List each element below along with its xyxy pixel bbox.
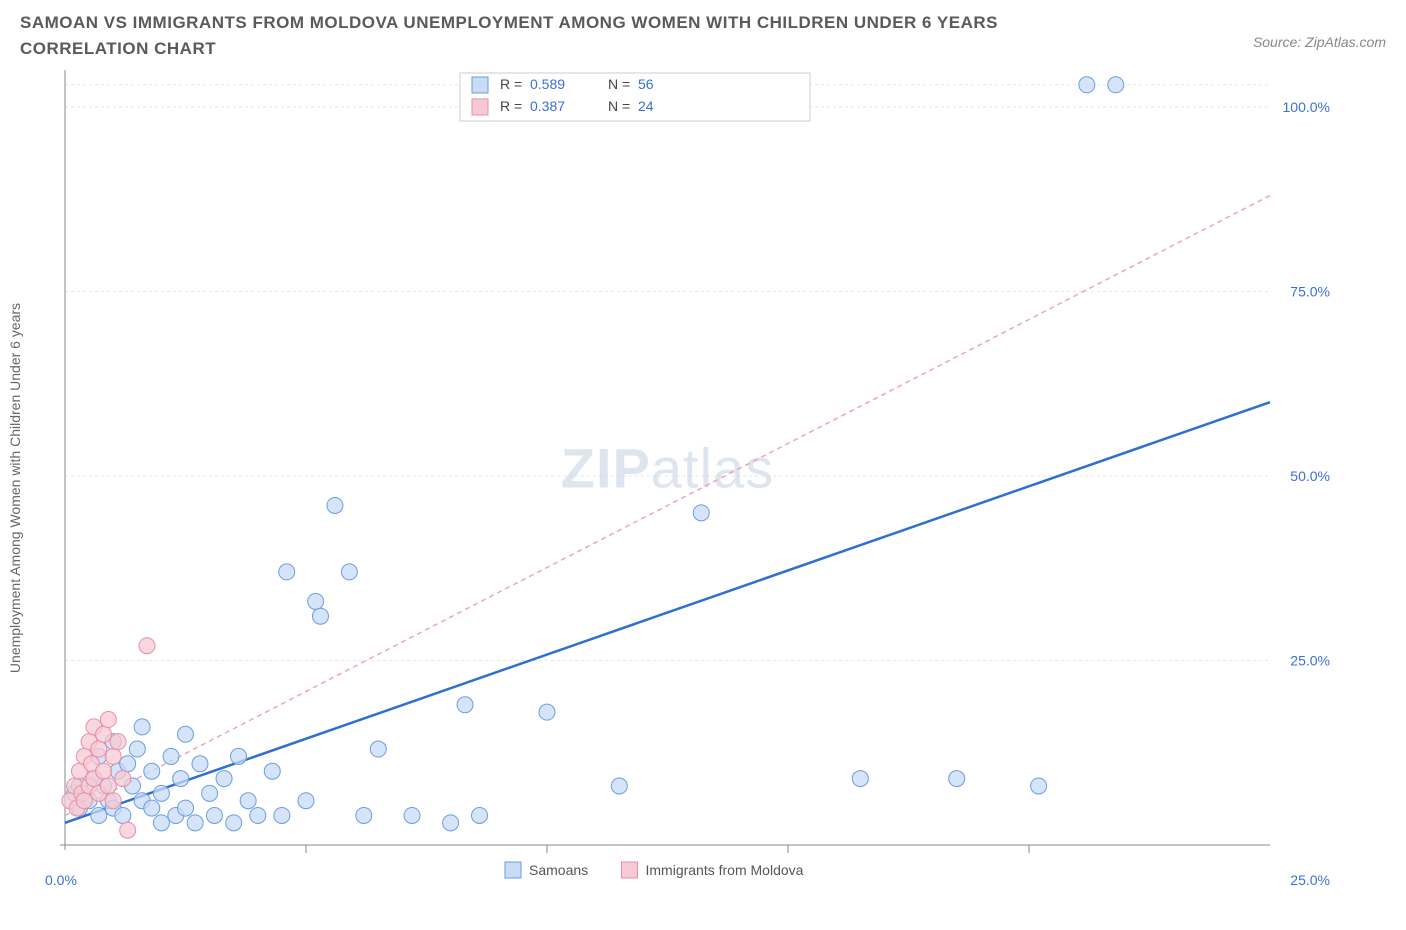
y-tick-label: 75.0% — [1290, 283, 1330, 299]
legend-label: Samoans — [529, 862, 588, 878]
data-point — [153, 785, 169, 801]
data-point — [250, 807, 266, 823]
x-tick-label: 0.0% — [45, 872, 77, 888]
data-point — [472, 807, 488, 823]
source-label: Source: ZipAtlas.com — [1253, 34, 1386, 50]
data-point — [120, 756, 136, 772]
legend-swatch — [622, 862, 638, 878]
data-point — [1108, 77, 1124, 93]
stat-label: N = — [608, 76, 630, 92]
data-point — [312, 608, 328, 624]
data-point — [100, 778, 116, 794]
chart-container: Unemployment Among Women with Children U… — [20, 65, 1386, 895]
legend-swatch — [505, 862, 521, 878]
stat-value: 0.589 — [530, 76, 565, 92]
data-point — [76, 793, 92, 809]
data-point — [298, 793, 314, 809]
x-tick-label: 25.0% — [1290, 872, 1330, 888]
data-point — [115, 807, 131, 823]
data-point — [404, 807, 420, 823]
data-point — [91, 741, 107, 757]
data-point — [240, 793, 256, 809]
data-point — [443, 815, 459, 831]
data-point — [129, 741, 145, 757]
stat-label: R = — [500, 98, 522, 114]
data-point — [279, 564, 295, 580]
stat-label: N = — [608, 98, 630, 114]
data-point — [852, 771, 868, 787]
data-point — [611, 778, 627, 794]
data-point — [264, 763, 280, 779]
data-point — [693, 505, 709, 521]
chart-title: SAMOAN VS IMMIGRANTS FROM MOLDOVA UNEMPL… — [20, 10, 1120, 61]
data-point — [105, 793, 121, 809]
y-tick-label: 100.0% — [1283, 99, 1330, 115]
data-point — [356, 807, 372, 823]
y-tick-label: 50.0% — [1290, 468, 1330, 484]
data-point — [274, 807, 290, 823]
data-point — [370, 741, 386, 757]
data-point — [110, 734, 126, 750]
data-point — [231, 748, 247, 764]
data-point — [115, 771, 131, 787]
y-axis-label: Unemployment Among Women with Children U… — [7, 303, 23, 673]
stat-value: 0.387 — [530, 98, 565, 114]
data-point — [153, 815, 169, 831]
data-point — [178, 800, 194, 816]
data-point — [226, 815, 242, 831]
data-point — [1031, 778, 1047, 794]
legend-label: Immigrants from Moldova — [646, 862, 804, 878]
data-point — [327, 497, 343, 513]
scatter-chart: 25.0% 50.0% 75.0% 100.0% 0.0% 25.0% ZIPatlas R … — [20, 65, 1350, 895]
data-point — [100, 712, 116, 728]
data-point — [192, 756, 208, 772]
data-point — [139, 638, 155, 654]
data-point — [949, 771, 965, 787]
data-point — [1079, 77, 1095, 93]
data-point — [96, 763, 112, 779]
data-point — [341, 564, 357, 580]
data-point — [216, 771, 232, 787]
y-tick-label: 25.0% — [1290, 652, 1330, 668]
data-point — [105, 748, 121, 764]
data-point — [457, 697, 473, 713]
data-point — [187, 815, 203, 831]
stat-label: R = — [500, 76, 522, 92]
data-point — [178, 726, 194, 742]
watermark: ZIPatlas — [561, 437, 774, 500]
legend-swatch — [472, 99, 488, 115]
data-point — [202, 785, 218, 801]
data-point — [163, 748, 179, 764]
legend-swatch — [472, 77, 488, 93]
data-point — [96, 726, 112, 742]
data-point — [144, 763, 160, 779]
data-point — [134, 719, 150, 735]
data-point — [539, 704, 555, 720]
trend-line — [65, 195, 1270, 815]
data-point — [91, 807, 107, 823]
data-point — [120, 822, 136, 838]
stat-value: 24 — [638, 98, 654, 114]
data-point — [206, 807, 222, 823]
stat-value: 56 — [638, 76, 654, 92]
data-point — [144, 800, 160, 816]
data-point — [308, 593, 324, 609]
data-point — [173, 771, 189, 787]
